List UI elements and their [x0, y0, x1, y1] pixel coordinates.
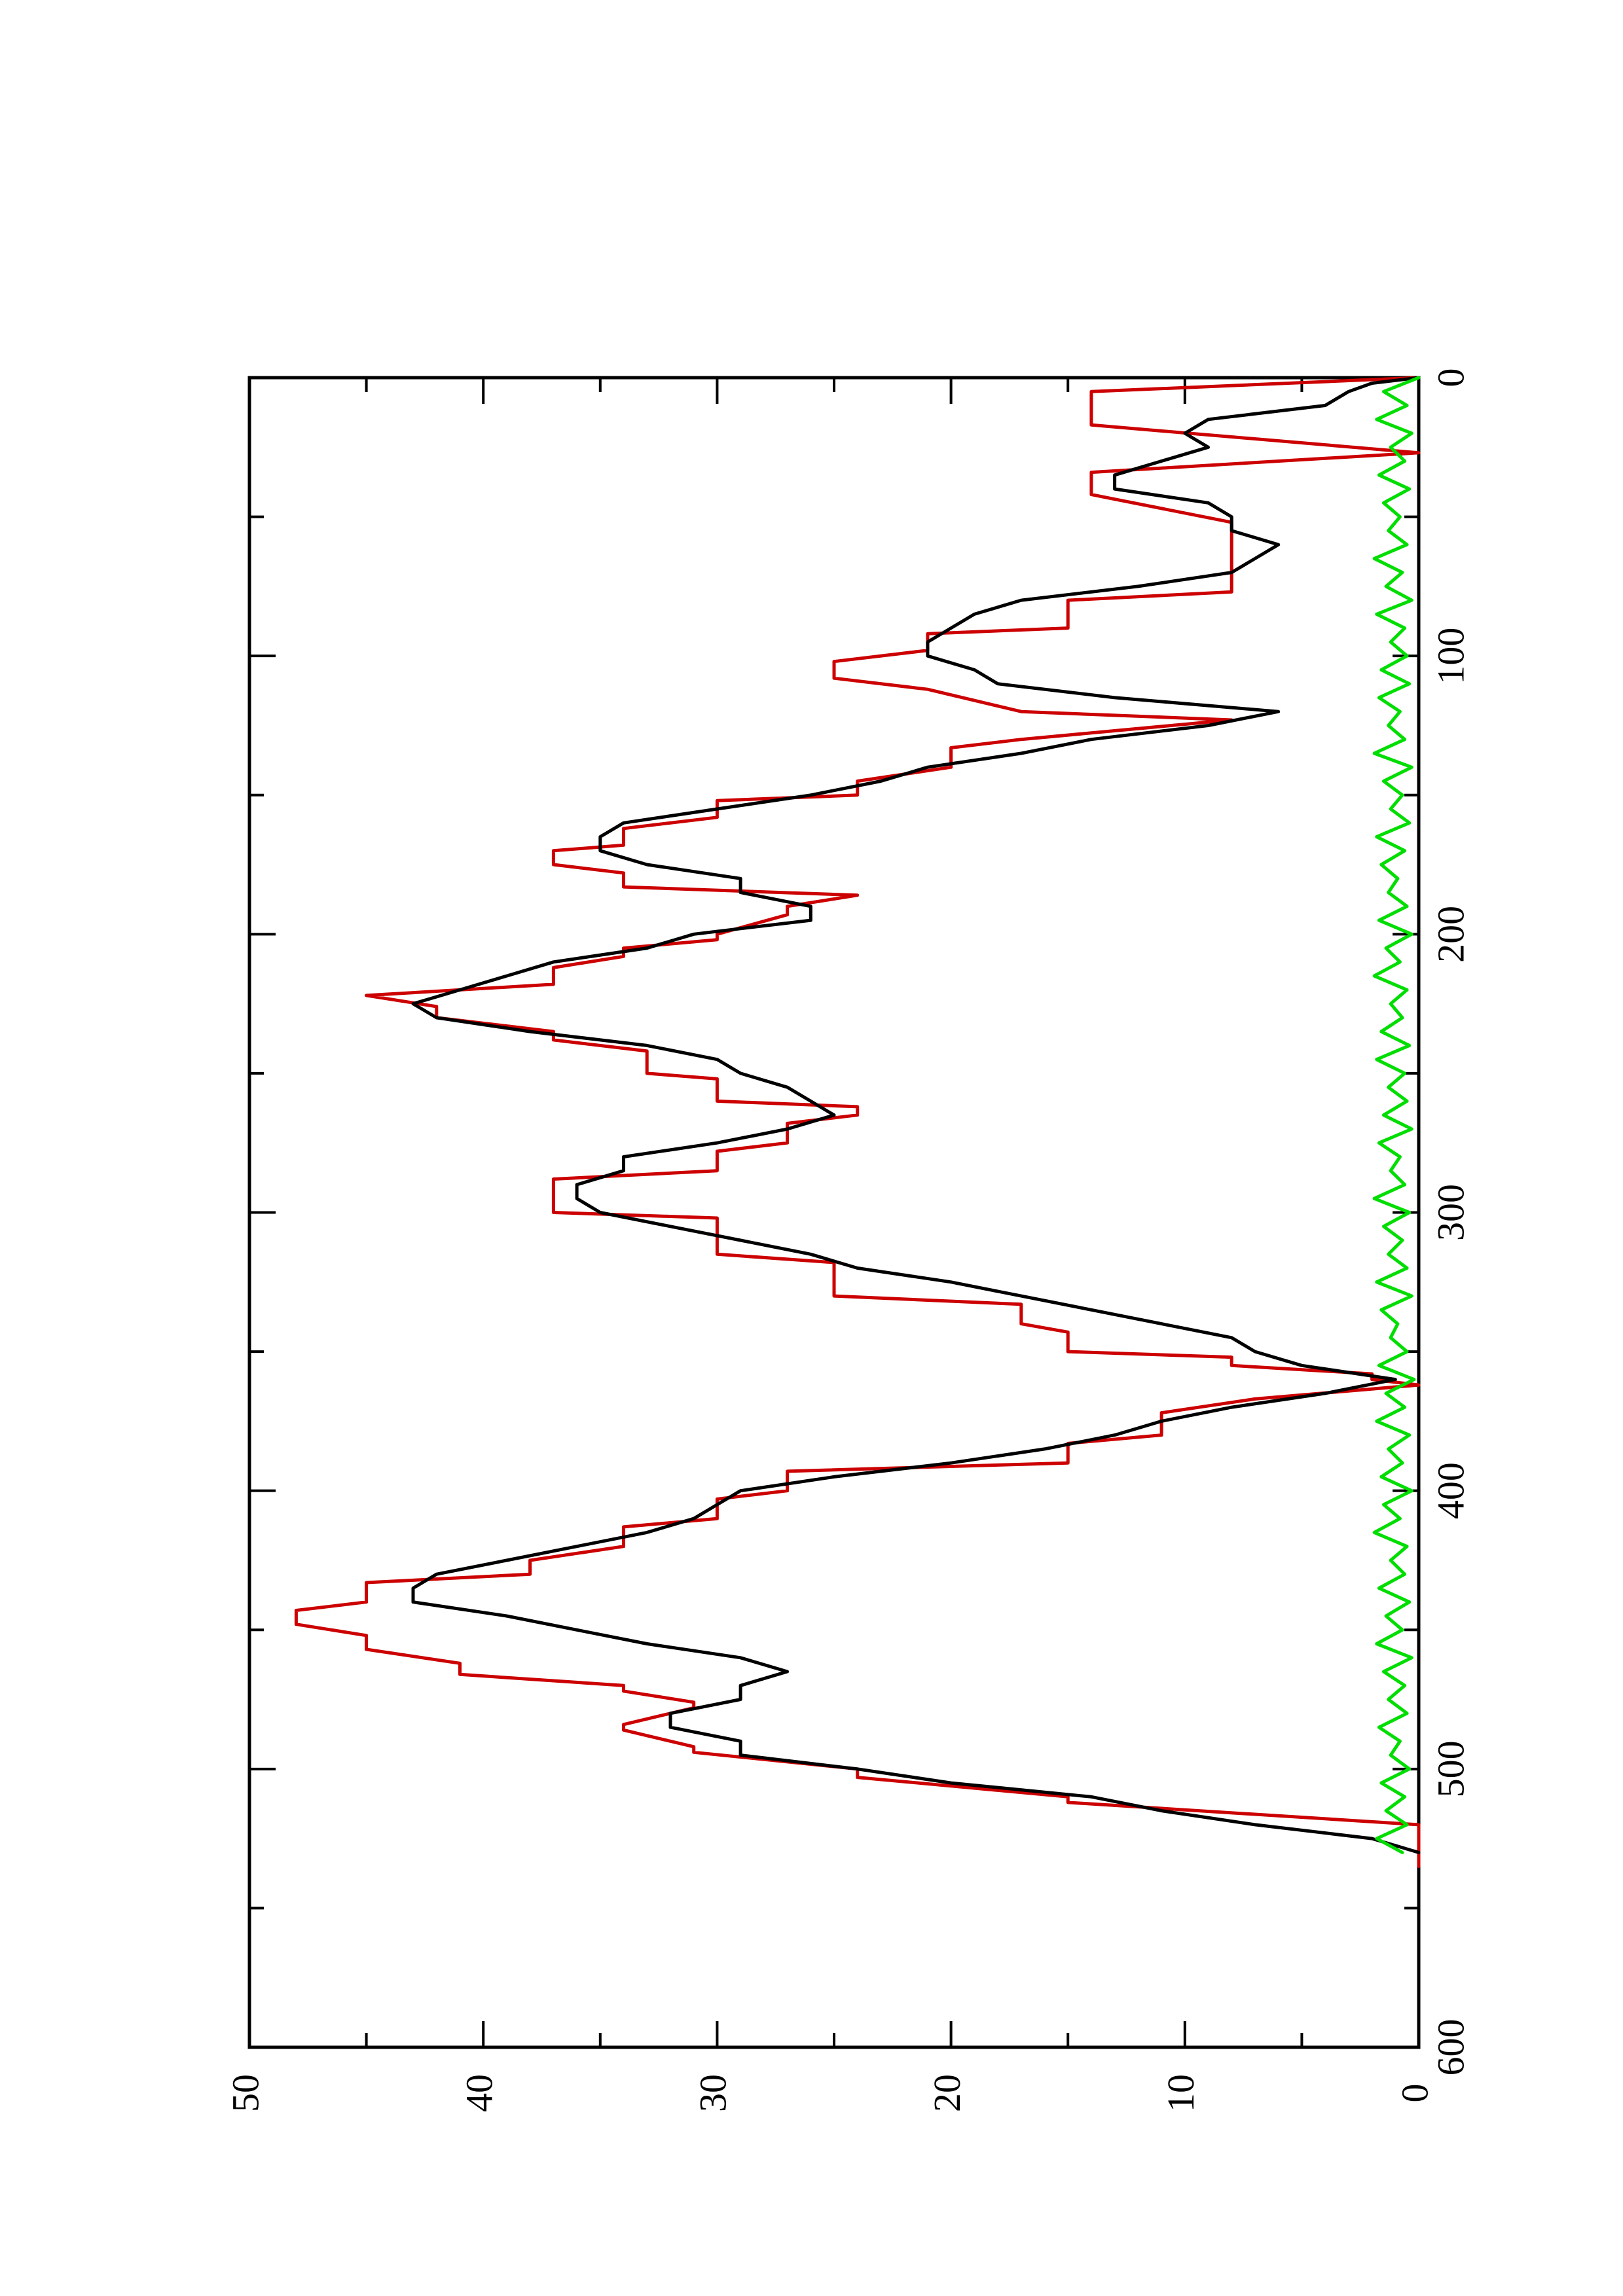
- red-series-line: [294, 376, 1421, 1869]
- y-tick-label: 40: [458, 2074, 501, 2112]
- tick-labels: 0 100 200 300 400 500 600 0 10 20 30 40 50: [224, 368, 1472, 2113]
- x-tick-label: 0: [1429, 368, 1472, 387]
- x-tick-label: 400: [1429, 1462, 1472, 1519]
- x-tick-label: 500: [1429, 1740, 1472, 1797]
- x-tick-label: 100: [1429, 628, 1472, 685]
- chart-frame: [247, 376, 1421, 2049]
- x-tick-label: 300: [1429, 1184, 1472, 1241]
- y-tick-label: 20: [926, 2074, 968, 2112]
- y-tick-label: 10: [1159, 2074, 1202, 2112]
- y-tick-label: 50: [224, 2074, 266, 2112]
- data-series: [294, 376, 1421, 1869]
- y-tick-label: 0: [1393, 2084, 1436, 2103]
- black-series-line: [411, 376, 1421, 1854]
- green-series-line: [1372, 376, 1421, 1854]
- x-tick-label: 600: [1429, 2019, 1472, 2076]
- tick-marks: [248, 376, 1420, 2049]
- y-tick-label: 30: [692, 2074, 735, 2112]
- x-tick-label: 200: [1429, 906, 1472, 963]
